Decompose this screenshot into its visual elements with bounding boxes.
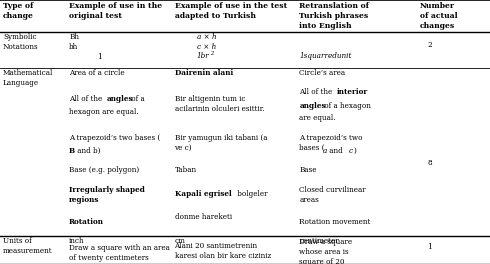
Text: A trapezoid’s two
bases (: A trapezoid’s two bases ( — [299, 134, 363, 152]
Text: Closed curvilinear
areas: Closed curvilinear areas — [299, 186, 366, 204]
Text: Dairenin alani: Dairenin alani — [174, 69, 233, 77]
Text: Number
of actual
changes: Number of actual changes — [419, 2, 457, 30]
Text: inch: inch — [69, 237, 85, 245]
Text: Draw a square
whose area is
square of 20
centimeters.: Draw a square whose area is square of 20… — [299, 238, 353, 264]
Text: Example of use in the test
adapted to Turkish: Example of use in the test adapted to Tu… — [174, 2, 287, 20]
Text: ): ) — [353, 147, 356, 155]
Text: Units of
measurement: Units of measurement — [3, 237, 52, 255]
Text: Draw a square with an area
of twenty centimeters
squared: Draw a square with an area of twenty cen… — [69, 244, 170, 264]
Text: Alani 20 santimetrenin
karesi olan bir kare ciziniz: Alani 20 santimetrenin karesi olan bir k… — [174, 242, 271, 260]
Text: Bh
bh: Bh bh — [69, 33, 79, 51]
Text: B: B — [69, 147, 75, 155]
Text: Mathematical
Language: Mathematical Language — [3, 69, 53, 87]
Text: Bir yamugun iki tabani (a
ve c): Bir yamugun iki tabani (a ve c) — [174, 134, 267, 152]
Text: Rotation: Rotation — [69, 219, 104, 227]
Text: donme hareketi: donme hareketi — [174, 213, 232, 221]
Text: Example of use in the
original test: Example of use in the original test — [69, 2, 162, 20]
Text: Circle’s area: Circle’s area — [299, 69, 345, 77]
Text: cm: cm — [174, 237, 185, 245]
Text: angles: angles — [299, 101, 326, 110]
Text: All of the: All of the — [69, 95, 105, 103]
Text: All of the: All of the — [299, 88, 335, 97]
Text: Retranslation of
Turkish phrases
into English: Retranslation of Turkish phrases into En… — [299, 2, 369, 30]
Text: interior: interior — [337, 88, 368, 97]
Text: A trapezoid’s two bases (: A trapezoid’s two bases ( — [69, 134, 160, 142]
Text: 2: 2 — [427, 41, 432, 49]
Text: bolgeler: bolgeler — [235, 190, 267, 198]
Text: centimeter: centimeter — [299, 237, 339, 245]
Text: 2: 2 — [211, 51, 214, 56]
Text: 8: 8 — [427, 159, 432, 167]
Text: 1: 1 — [97, 53, 102, 61]
Text: and: and — [327, 147, 345, 155]
Text: Irregularly shaped
regions: Irregularly shaped regions — [69, 186, 145, 204]
Text: angles: angles — [107, 95, 134, 103]
Text: a × h
c × h: a × h c × h — [196, 33, 216, 51]
Text: Kapali egrisel: Kapali egrisel — [174, 190, 231, 198]
Text: and b): and b) — [75, 147, 100, 155]
Text: of a: of a — [129, 95, 145, 103]
Text: Base (e.g. polygon): Base (e.g. polygon) — [69, 167, 139, 175]
Text: Symbolic
Notations: Symbolic Notations — [3, 33, 39, 51]
Text: Rotation movement: Rotation movement — [299, 219, 371, 227]
Text: Area of a circle: Area of a circle — [69, 69, 125, 77]
Text: 1br: 1br — [196, 52, 209, 60]
Text: 1squarredunit: 1squarredunit — [299, 52, 352, 60]
Text: a: a — [322, 147, 327, 155]
Text: hexagon are equal.: hexagon are equal. — [69, 108, 139, 116]
Text: of a hexagon: of a hexagon — [322, 101, 371, 110]
Text: Taban: Taban — [174, 167, 196, 175]
Text: Type of
change: Type of change — [3, 2, 34, 20]
Text: c: c — [348, 147, 352, 155]
Text: Base: Base — [299, 167, 317, 175]
Text: Bir altigenin tum ic
acilarinin olculeri esittir.: Bir altigenin tum ic acilarinin olculeri… — [174, 95, 264, 113]
Text: 1: 1 — [427, 243, 432, 251]
Text: are equal.: are equal. — [299, 115, 336, 122]
